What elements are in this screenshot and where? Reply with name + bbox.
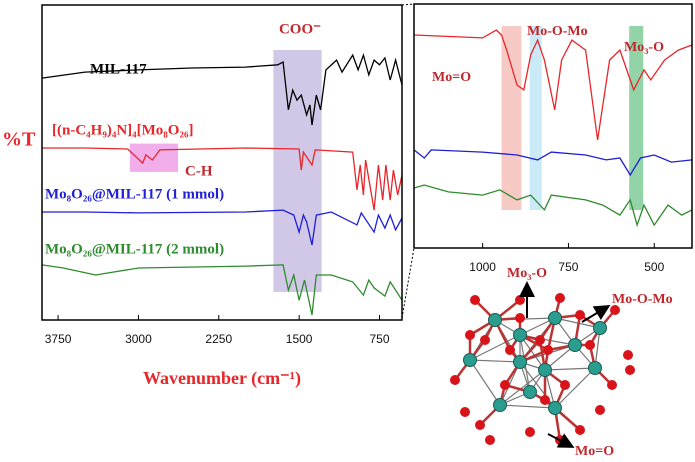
molybdenum-atom	[513, 328, 527, 342]
y-axis-label: %T	[2, 129, 36, 151]
molybdenum-atom	[488, 313, 502, 327]
bond	[544, 367, 596, 371]
bond	[499, 369, 546, 406]
spectrum-line	[42, 147, 403, 211]
molybdenum-atom	[493, 398, 507, 412]
zoom-connector	[401, 3, 415, 6]
oxygen-atom	[460, 407, 470, 417]
x-tick-label: 2250	[205, 332, 232, 346]
structure-label: Mo₃-O	[507, 266, 547, 281]
oxygen-atom	[505, 345, 515, 355]
highlight-band	[529, 26, 542, 210]
bond	[519, 334, 546, 371]
oxygen-atom	[535, 335, 545, 345]
x-tick-label: 750	[558, 260, 578, 274]
bond	[469, 359, 501, 406]
spectrum-line	[41, 52, 403, 126]
series-label: Mo₈O₂₆@MIL-117 (2 mmol)	[45, 241, 224, 257]
highlight-band	[501, 26, 522, 210]
band-label: Mo-O-Mo	[527, 24, 588, 39]
oxygen-atom	[450, 375, 460, 385]
arrow	[581, 304, 611, 323]
spectrum-line	[413, 29, 693, 140]
bond	[499, 404, 556, 409]
oxygen-atom	[465, 330, 475, 340]
molybdenum-atom	[523, 385, 537, 399]
plot-frame	[413, 3, 693, 249]
oxygen-atom	[607, 380, 617, 390]
oxygen-atom	[610, 305, 620, 315]
oxygen-atom	[475, 420, 485, 430]
oxygen-atom	[525, 427, 535, 437]
x-tick-label: 1000	[469, 260, 496, 274]
oxygen-atom	[543, 345, 553, 355]
structure-label: Mo=O	[575, 444, 614, 459]
plot-frame	[41, 4, 403, 321]
band-label: COO⁻	[279, 21, 321, 37]
oxygen-atom	[623, 350, 633, 360]
oxygen-atom	[515, 313, 525, 323]
bond	[469, 359, 521, 363]
highlight-band	[273, 50, 322, 292]
oxygen-atom	[485, 435, 495, 445]
arrow	[547, 433, 575, 448]
oxygen-atom	[575, 425, 585, 435]
molybdenum-atom	[568, 338, 582, 352]
zoom-connector	[401, 247, 415, 319]
molybdenum-atom	[588, 361, 602, 375]
molybdenum-atom	[593, 321, 607, 335]
x-tick-label: 3000	[125, 332, 152, 346]
oxygen-atom	[625, 365, 635, 375]
oxygen-atom	[500, 380, 510, 390]
x-axis-label: Wavenumber (cm⁻¹)	[143, 368, 301, 389]
spectrum-line	[413, 184, 693, 228]
molybdenum-atom	[538, 363, 552, 377]
spectrum-line	[41, 264, 403, 316]
oxygen-atom	[555, 293, 565, 303]
band-label: Mo=O	[432, 70, 471, 85]
spectrum-line	[42, 209, 403, 246]
band-label: C-H	[185, 163, 213, 179]
x-tick-label: 750	[369, 332, 389, 346]
oxygen-atom	[585, 340, 595, 350]
molybdenum-atom	[548, 401, 562, 415]
band-label: Mo₃-O	[624, 40, 664, 55]
oxygen-atom	[595, 405, 605, 415]
oxygen-atom	[470, 295, 480, 305]
oxygen-atom	[540, 395, 550, 405]
molecule-structure	[450, 293, 635, 445]
oxygen-atom	[560, 380, 570, 390]
oxygen-atom	[515, 295, 525, 305]
bond	[469, 334, 521, 361]
series-label: [(n-C₄H₉)₄N]₄[Mo₈O₂₆]	[52, 122, 193, 138]
series-label: Mo₈O₂₆@MIL-117 (1 mmol)	[45, 186, 224, 202]
highlight-band	[629, 26, 644, 210]
x-tick-label: 1500	[286, 332, 313, 346]
oxygen-atom	[480, 335, 490, 345]
bond	[554, 367, 596, 409]
molybdenum-atom	[548, 311, 562, 325]
x-tick-label: 500	[644, 260, 664, 274]
oxygen-atom	[575, 310, 585, 320]
molybdenum-atom	[463, 353, 477, 367]
structure-label: Mo-O-Mo	[612, 292, 673, 307]
x-tick-label: 3750	[45, 332, 72, 346]
spectrum-line	[413, 149, 693, 177]
series-label: MIL-117	[90, 61, 147, 77]
molybdenum-atom	[513, 355, 527, 369]
